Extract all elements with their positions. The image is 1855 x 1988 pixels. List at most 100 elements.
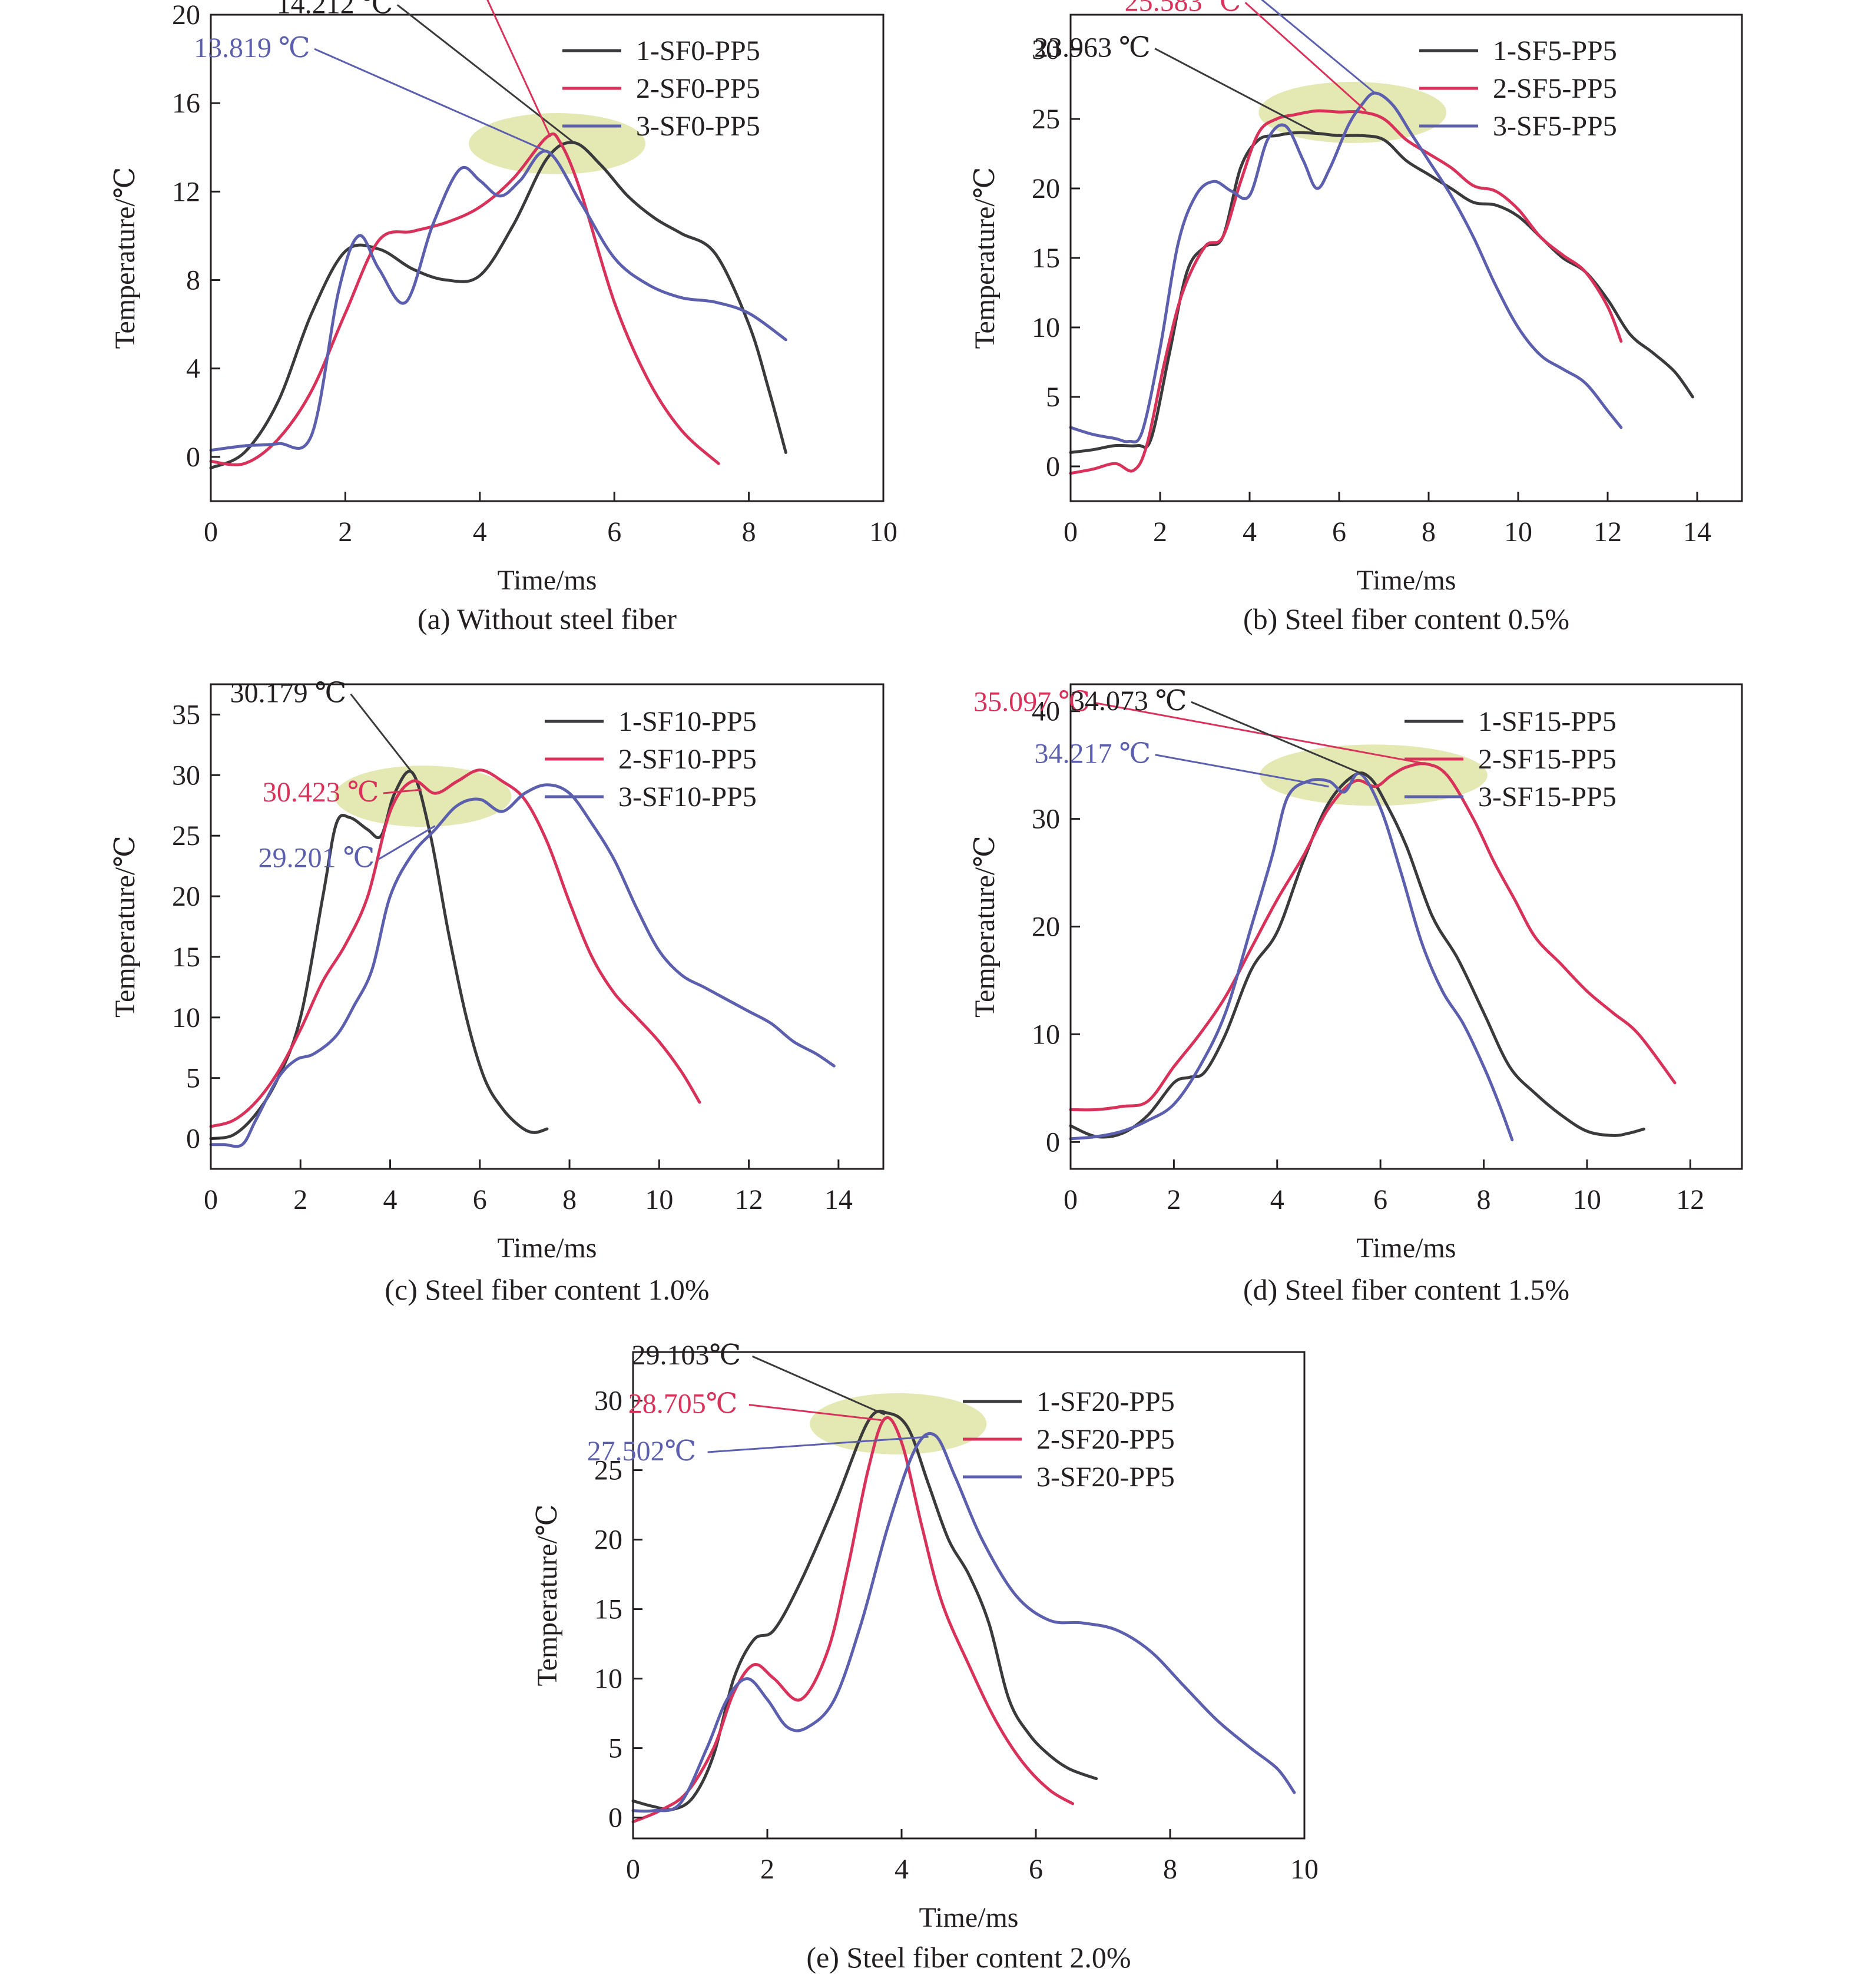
- y-tick-label: 20: [594, 1525, 622, 1556]
- x-tick-label: 8: [562, 1184, 577, 1215]
- x-axis-title: Time/ms: [919, 1902, 1019, 1933]
- peak-annotation-2: 28.705℃: [628, 1389, 738, 1420]
- peak-annotation-1: 30.179 ℃: [230, 678, 347, 709]
- x-tick-label: 10: [645, 1184, 673, 1215]
- annotation-leader-1: [751, 1355, 886, 1416]
- legend-label-3: 3-SF10-PP5: [618, 781, 757, 813]
- x-axis-title: Time/ms: [498, 565, 597, 596]
- x-tick-label: 2: [1153, 516, 1167, 548]
- y-tick-label: 4: [186, 353, 200, 385]
- series-line-3: [1069, 771, 1514, 1142]
- annotation-leader-3: [707, 1436, 929, 1453]
- panel-caption: (d) Steel fiber content 1.5%: [1243, 1273, 1569, 1306]
- legend-label-3: 3-SF20-PP5: [1036, 1462, 1175, 1493]
- series-line-2: [1069, 762, 1677, 1112]
- panel-a: 0 2 4 6 8 10 0 4 8 12 16 20 Time/ms Temperature/℃ (a) …: [110, 0, 897, 635]
- legend-label-3: 3-SF5-PP5: [1493, 111, 1617, 142]
- legend-label-2: 2-SF0-PP5: [636, 73, 760, 104]
- series-line-2: [209, 768, 701, 1128]
- x-tick-label: 6: [473, 1184, 487, 1215]
- series-line-1: [209, 770, 549, 1141]
- x-tick-label: 4: [1270, 1184, 1284, 1215]
- annotation-leader-1: [1261, 0, 1376, 94]
- panel-caption: (c) Steel fiber content 1.0%: [385, 1273, 709, 1306]
- y-tick-label: 0: [186, 1124, 200, 1155]
- series-line-2: [1069, 109, 1623, 475]
- series-line-3: [209, 783, 836, 1148]
- peak-highlight: [810, 1393, 987, 1454]
- y-tick-label: 20: [172, 881, 200, 912]
- panel-d: 0 2 4 6 8 10 12 0 10 20 30 40 Time/ms Temperature/℃ (d…: [969, 683, 1743, 1306]
- legend-label-3: 3-SF0-PP5: [636, 111, 760, 142]
- annotation-leader-2: [486, 0, 552, 138]
- y-tick-label: 30: [594, 1386, 622, 1417]
- series-line-2: [631, 1416, 1075, 1824]
- annotation-leader-1: [350, 693, 413, 774]
- peak-annotation-2: 25.583 ℃: [1125, 0, 1241, 17]
- x-tick-label: 2: [760, 1854, 774, 1885]
- legend-label-1: 1-SF20-PP5: [1036, 1386, 1175, 1417]
- legend-label-2: 2-SF5-PP5: [1493, 73, 1617, 104]
- x-tick-label: 0: [1064, 516, 1078, 548]
- legend: 1-SF15-PP5 2-SF15-PP5 3-SF15-PP5: [1404, 706, 1616, 813]
- y-tick-label: 30: [172, 760, 200, 791]
- y-axis-title: Temperature/℃: [110, 836, 141, 1018]
- y-tick-label: 15: [1032, 243, 1060, 274]
- x-tick-label: 12: [1676, 1184, 1704, 1215]
- legend-label-2: 2-SF20-PP5: [1036, 1424, 1175, 1455]
- annotation-leader-3: [1154, 48, 1317, 134]
- y-tick-label: 5: [186, 1063, 200, 1094]
- x-tick-label: 4: [895, 1854, 909, 1885]
- y-tick-label: 10: [172, 1002, 200, 1033]
- y-tick-label: 30: [1032, 804, 1060, 835]
- legend-label-1: 1-SF15-PP5: [1478, 706, 1616, 737]
- series-line-2: [209, 132, 720, 466]
- x-tick-label: 12: [735, 1184, 763, 1215]
- x-tick-label: 4: [383, 1184, 398, 1215]
- peak-annotation-1: 29.103℃: [632, 1340, 741, 1371]
- x-tick-label: 0: [626, 1854, 640, 1885]
- legend: 1-SF20-PP5 2-SF20-PP5 3-SF20-PP5: [963, 1386, 1175, 1493]
- x-tick-label: 10: [1573, 1184, 1601, 1215]
- y-tick-label: 15: [172, 942, 200, 973]
- panel-e: 0 2 4 6 8 10 0 5 10 15 20 25 30 Time/ms Temperature/℃ (…: [532, 1340, 1319, 1974]
- y-tick-label: 0: [608, 1803, 622, 1834]
- annotation-leader-1: [1094, 701, 1427, 765]
- x-tick-label: 0: [1064, 1184, 1078, 1215]
- x-axis-title: Time/ms: [1357, 1232, 1456, 1264]
- x-tick-label: 2: [1167, 1184, 1181, 1215]
- peak-annotation-2: 30.423 ℃: [263, 777, 379, 808]
- series-line-1: [631, 1409, 1098, 1811]
- y-tick-label: 8: [186, 265, 200, 296]
- y-tick-label: 0: [186, 442, 200, 473]
- x-tick-label: 12: [1594, 516, 1622, 548]
- series-line-1: [209, 141, 787, 470]
- annotation-leader-3: [314, 48, 548, 153]
- y-tick-label: 0: [1046, 1126, 1060, 1158]
- y-tick-label: 10: [1032, 312, 1060, 343]
- y-tick-label: 25: [1032, 104, 1060, 135]
- peak-annotation-3: 29.201 ℃: [259, 843, 375, 874]
- legend-label-1: 1-SF10-PP5: [618, 706, 757, 737]
- x-tick-label: 6: [1029, 1854, 1043, 1885]
- x-tick-label: 14: [824, 1184, 853, 1215]
- y-tick-label: 35: [172, 699, 200, 730]
- x-tick-label: 8: [1163, 1854, 1177, 1885]
- series-line-1: [1069, 771, 1645, 1139]
- peak-highlight: [334, 766, 512, 827]
- legend-label-2: 2-SF15-PP5: [1478, 744, 1616, 775]
- plot-frame: [210, 683, 885, 1170]
- x-tick-label: 6: [607, 516, 621, 548]
- y-tick-label: 10: [1032, 1019, 1060, 1050]
- legend: 1-SF5-PP5 2-SF5-PP5 3-SF5-PP5: [1419, 35, 1617, 142]
- y-axis-title: Temperature/℃: [110, 167, 141, 349]
- x-axis-title: Time/ms: [498, 1232, 597, 1264]
- y-tick-label: 12: [172, 176, 200, 207]
- series-line-3: [631, 1432, 1296, 1813]
- peak-annotation-3: 27.502℃: [587, 1436, 697, 1467]
- peak-annotation-3: 13.819 ℃: [194, 32, 310, 64]
- y-tick-label: 10: [594, 1664, 622, 1695]
- x-tick-label: 10: [1504, 516, 1532, 548]
- annotation-leader-1: [396, 4, 575, 144]
